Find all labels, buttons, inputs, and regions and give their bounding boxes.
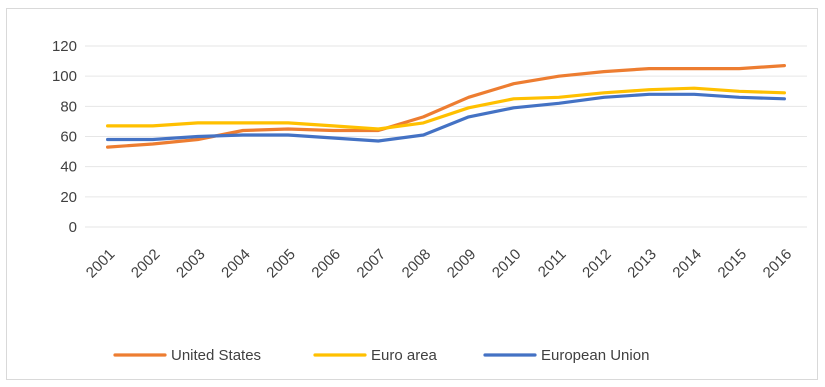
x-tick-label: 2003 <box>173 246 209 282</box>
x-tick-label: 2012 <box>579 246 615 282</box>
x-tick-label: 2005 <box>263 246 299 282</box>
x-axis-labels: 2001 2002 2003 2004 2005 2006 2007 2008 2009 2010… <box>83 246 795 282</box>
y-tick-label: 80 <box>60 98 77 115</box>
y-tick-label: 0 <box>69 219 77 236</box>
chart-frame: 0 20 40 60 80 100 120 2001 2002 2003 2004 2005 2006… <box>6 8 818 380</box>
legend-label: Euro area <box>371 347 438 364</box>
x-tick-label: 2006 <box>308 246 344 282</box>
y-tick-label: 60 <box>60 129 77 146</box>
series-line-european-union <box>105 92 787 143</box>
y-tick-label: 120 <box>52 38 77 55</box>
y-tick-label: 40 <box>60 159 77 176</box>
x-tick-label: 2001 <box>83 246 119 282</box>
series-lines <box>105 63 787 149</box>
x-tick-label: 2008 <box>399 246 435 282</box>
x-tick-label: 2013 <box>624 246 660 282</box>
x-tick-label: 2016 <box>760 246 796 282</box>
x-tick-label: 2007 <box>354 246 390 282</box>
series-line-euro-area <box>105 86 787 131</box>
x-tick-label: 2009 <box>444 246 480 282</box>
x-tick-label: 2004 <box>218 246 254 282</box>
x-tick-label: 2011 <box>535 246 570 281</box>
legend-label: United States <box>171 347 261 364</box>
x-tick-label: 2010 <box>489 246 525 282</box>
x-tick-label: 2002 <box>128 246 164 282</box>
legend: United States Euro area European Union <box>113 347 649 364</box>
x-tick-label: 2014 <box>669 246 705 282</box>
y-axis-labels: 0 20 40 60 80 100 120 <box>52 38 77 236</box>
x-tick-label: 2015 <box>715 246 751 282</box>
line-chart: 0 20 40 60 80 100 120 2001 2002 2003 2004 2005 2006… <box>52 38 807 364</box>
legend-label: European Union <box>541 347 649 364</box>
y-tick-label: 100 <box>52 68 77 85</box>
y-tick-label: 20 <box>60 189 77 206</box>
